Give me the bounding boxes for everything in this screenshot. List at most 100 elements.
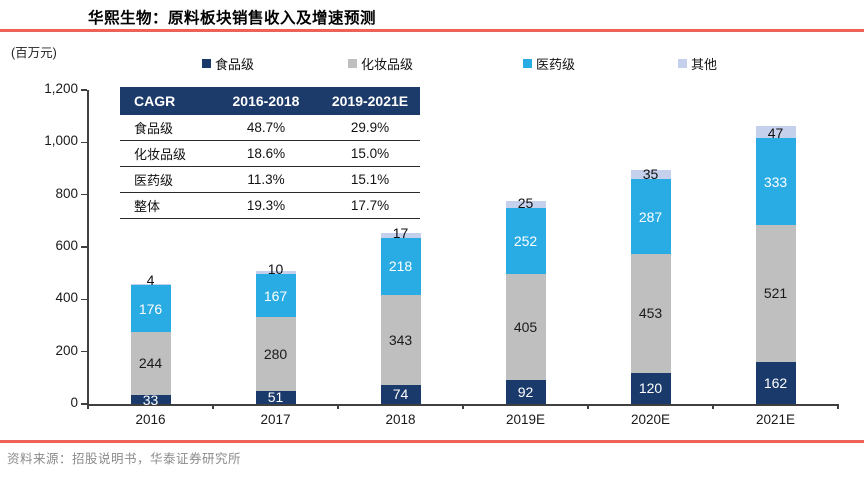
- value-label-food-2021E: 162: [763, 374, 788, 391]
- segment-pharma-2018: 218: [380, 237, 421, 295]
- title-underline: [0, 29, 864, 32]
- segment-cosmetic-2017: 280: [255, 317, 296, 391]
- y-tick-label-200: 200: [55, 342, 78, 358]
- cagr-row-cosmetic-label: 化妆品级: [134, 147, 187, 162]
- bar-2016: 33 244 176 4: [130, 90, 171, 408]
- segment-other-2019E: [505, 201, 546, 209]
- cagr-table: CAGR 2016-2018 2019-2021E 食品级 48.7% 29.9…: [120, 87, 420, 219]
- value-label-pharma-2019E: 252: [513, 232, 538, 249]
- bar-2018: 74 343 218 17: [380, 90, 421, 404]
- value-label-cosmetic-2016: 244: [138, 355, 163, 372]
- y-tickmark-1000: [81, 141, 87, 144]
- value-label-other-2016: 4: [146, 272, 155, 289]
- segment-pharma-2021E: 333: [755, 138, 796, 226]
- x-tick-label-2021E: 2021E: [755, 412, 796, 427]
- legend-swatch-cosmetic-icon: [348, 58, 357, 68]
- value-label-cosmetic-2020E: 453: [638, 305, 663, 322]
- cagr-header-col2: 2019-2021E: [331, 93, 409, 109]
- y-tickmark-1200: [81, 89, 87, 91]
- legend-label-other: 其他: [691, 56, 718, 72]
- x-tickmark-0: [87, 404, 89, 409]
- segment-food-2019E: 92: [505, 379, 546, 404]
- legend-label-food: 食品级: [215, 56, 255, 72]
- cagr-row-cosmetic-hist: 18.6%: [246, 146, 286, 161]
- value-label-cosmetic-2017: 280: [263, 346, 288, 363]
- cagr-row-total: 整体 19.3% 17.7%: [120, 193, 420, 219]
- y-tick-label-1200: 1,200: [44, 81, 78, 96]
- legend-label-pharma: 医药级: [536, 56, 576, 72]
- legend-swatch-food-icon: [202, 58, 211, 68]
- y-axis-line: [87, 90, 89, 405]
- segment-pharma-2016: 176: [130, 285, 171, 332]
- cagr-row-cosmetic-fcst: 15.0%: [350, 146, 390, 161]
- bar-2017: 51 280 167 10: [255, 90, 296, 406]
- value-label-other-2020E: 35: [642, 165, 659, 182]
- segment-food-2021E: 162: [755, 361, 796, 404]
- value-label-other-2018: 17: [392, 224, 409, 241]
- bar-slot-2020E: 120 453 287 35: [588, 90, 713, 404]
- segment-other-2018: [380, 233, 421, 238]
- legend-item-pharma: 医药级: [523, 56, 576, 72]
- y-tickmark-200: [81, 350, 87, 353]
- segment-pharma-2020E: 287: [630, 178, 671, 255]
- plot-area: 33 244 176 4 2016 51 280 167 10 2017 74 343 218 17 201…: [81, 89, 839, 427]
- cagr-row-pharma-hist: 11.3%: [247, 172, 285, 187]
- value-label-other-2019E: 25: [517, 195, 534, 212]
- x-tickmark-3: [462, 404, 464, 409]
- x-tick-label-2017: 2017: [260, 412, 291, 427]
- cagr-header-col1: 2016-2018: [232, 93, 300, 109]
- segment-other-2020E: [630, 169, 671, 179]
- cagr-header-label: CAGR: [134, 93, 176, 109]
- legend-item-cosmetic: 化妆品级: [348, 56, 413, 72]
- legend-swatch-other-icon: [678, 58, 687, 68]
- segment-food-2020E: 120: [630, 372, 671, 404]
- cagr-row-total-label: 整体: [134, 199, 161, 214]
- value-label-cosmetic-2021E: 521: [763, 285, 788, 302]
- segment-food-2018: 74: [380, 384, 421, 404]
- segment-pharma-2017: 167: [255, 273, 296, 318]
- y-tick-label-1000: 1,000: [44, 133, 78, 149]
- value-label-food-2020E: 120: [638, 380, 663, 397]
- value-label-pharma-2017: 167: [263, 287, 288, 304]
- cagr-row-food-hist: 48.7%: [246, 120, 286, 135]
- cagr-row-pharma-label: 医药级: [134, 173, 174, 188]
- value-label-pharma-2018: 218: [388, 258, 413, 275]
- segment-other-2021E: [755, 125, 796, 139]
- cagr-row-pharma-fcst: 15.1%: [350, 172, 390, 187]
- value-label-food-2016: 33: [142, 391, 159, 408]
- segment-food-2016: 33: [130, 391, 171, 408]
- cagr-row-pharma: 医药级 11.3% 15.1%: [120, 167, 420, 193]
- x-tick-label-2019E: 2019E: [505, 412, 546, 427]
- value-label-pharma-2016: 176: [138, 300, 163, 317]
- cagr-row-food-fcst: 29.9%: [350, 120, 390, 135]
- x-tickmark-2: [337, 404, 339, 409]
- segment-food-2017: 51: [255, 389, 296, 406]
- segment-pharma-2019E: 252: [505, 208, 546, 274]
- legend-item-other: 其他: [678, 56, 718, 72]
- legend-item-food: 食品级: [202, 56, 255, 72]
- cagr-row-total-fcst: 17.7%: [350, 198, 390, 213]
- bar-slot-2018: 74 343 218 17: [338, 90, 463, 404]
- bar-2020E: 120 453 287 35: [630, 90, 671, 404]
- cagr-row-cosmetic: 化妆品级 18.6% 15.0%: [120, 141, 420, 167]
- x-tick-label-2020E: 2020E: [630, 412, 671, 427]
- segment-cosmetic-2021E: 521: [755, 225, 796, 362]
- value-label-cosmetic-2018: 343: [388, 331, 413, 348]
- x-tick-label-2018: 2018: [385, 412, 416, 427]
- y-tick-label-400: 400: [55, 290, 78, 306]
- cagr-table-header: CAGR 2016-2018 2019-2021E: [120, 87, 420, 115]
- y-axis-unit-label: (百万元): [11, 46, 57, 60]
- segment-cosmetic-2019E: 405: [505, 273, 546, 380]
- figure-title: 华熙生物：原料板块销售收入及增速预测: [88, 10, 377, 27]
- x-tick-label-2016: 2016: [135, 412, 166, 427]
- segment-other-2017: [255, 271, 296, 274]
- cagr-row-total-hist: 19.3%: [246, 198, 286, 213]
- segment-other-2016: [130, 284, 171, 286]
- y-tickmark-0: [81, 403, 87, 405]
- legend-swatch-pharma-icon: [523, 58, 532, 68]
- bar-slot-2017: 51 280 167 10: [213, 90, 338, 404]
- value-label-food-2017: 51: [267, 389, 284, 406]
- x-tickmark-1: [212, 404, 214, 409]
- bar-slot-2019E: 92 405 252 25: [463, 90, 588, 404]
